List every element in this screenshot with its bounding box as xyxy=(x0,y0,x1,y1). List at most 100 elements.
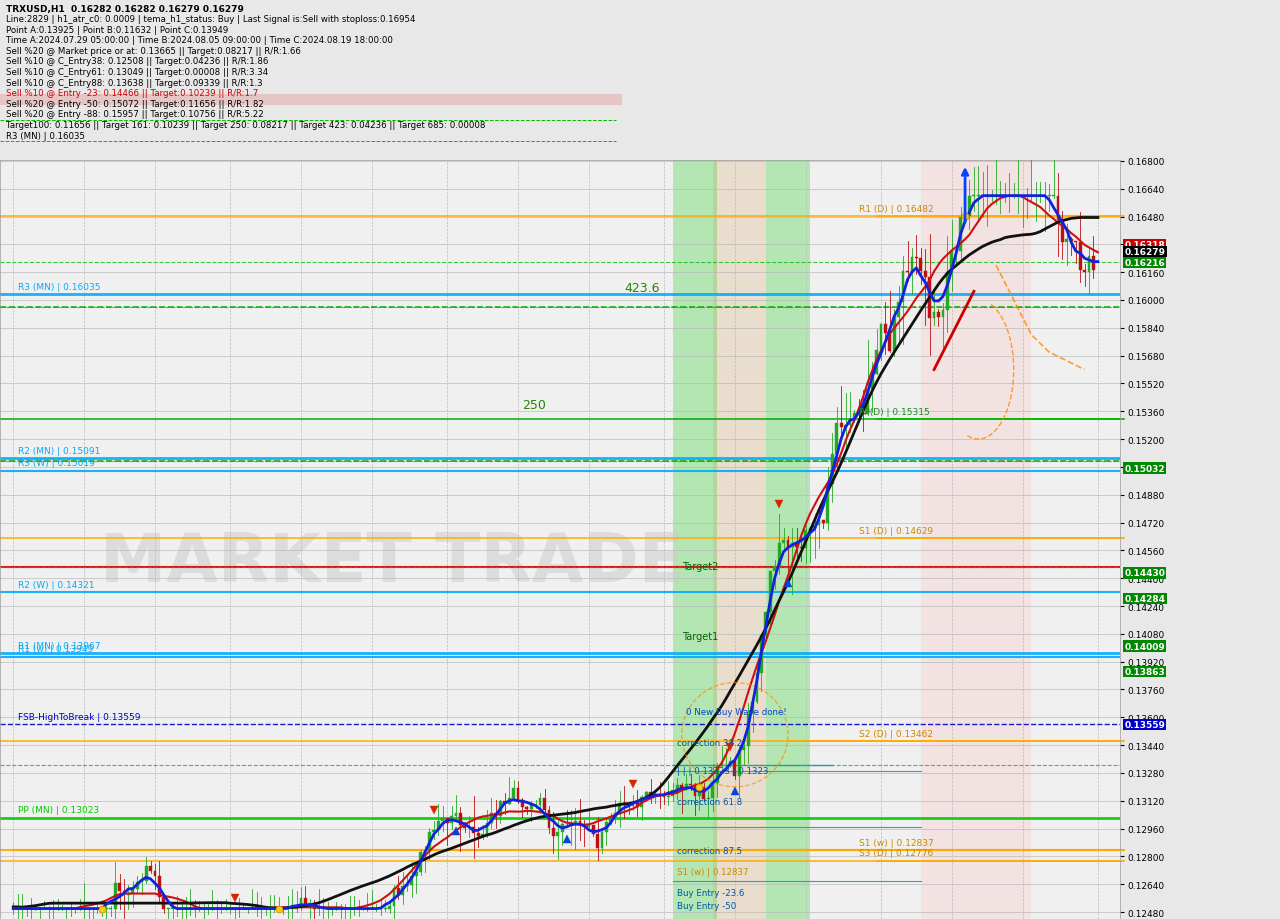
Bar xyxy=(481,834,484,835)
Bar xyxy=(800,547,803,549)
Bar xyxy=(512,789,515,798)
Text: Line:2829 | h1_atr_c0: 0.0009 | tema_h1_status: Buy | Last Signal is:Sell with s: Line:2829 | h1_atr_c0: 0.0009 | tema_h1_… xyxy=(6,15,416,24)
Bar xyxy=(1056,197,1060,221)
Bar xyxy=(442,819,444,822)
Bar xyxy=(1083,270,1085,273)
Bar xyxy=(145,866,147,880)
Bar xyxy=(428,832,431,851)
Bar xyxy=(436,822,439,830)
Bar xyxy=(467,827,471,829)
Bar xyxy=(494,813,497,816)
Text: S2 (D) | 0.13462: S2 (D) | 0.13462 xyxy=(859,730,933,738)
Text: MARKET TRADE: MARKET TRADE xyxy=(100,529,684,596)
Text: Point A:0.13925 | Point B:0.11632 | Point C:0.13949: Point A:0.13925 | Point B:0.11632 | Poin… xyxy=(6,26,229,35)
Bar xyxy=(1065,240,1069,243)
Text: Buy Entry -50: Buy Entry -50 xyxy=(677,901,736,910)
Bar xyxy=(906,272,909,273)
Bar xyxy=(787,540,790,548)
Bar xyxy=(640,797,644,807)
Bar xyxy=(946,273,948,311)
Bar xyxy=(451,817,453,823)
Bar xyxy=(631,802,635,806)
Bar xyxy=(730,761,732,765)
Bar xyxy=(822,520,824,524)
Bar xyxy=(751,702,754,714)
Bar xyxy=(676,785,678,790)
Text: | | | 0.13323 | 0.1323: | | | 0.13323 | 0.1323 xyxy=(677,766,769,775)
Bar xyxy=(397,889,399,895)
Bar xyxy=(300,898,302,906)
Bar xyxy=(867,390,869,414)
Bar xyxy=(694,785,696,796)
Bar xyxy=(663,796,666,797)
Bar xyxy=(813,526,815,528)
Text: correction 38.2: correction 38.2 xyxy=(677,738,742,747)
Bar xyxy=(499,800,502,816)
Text: Sell %20 @ Market price or at: 0.13665 || Target:0.08217 || R/R:1.66: Sell %20 @ Market price or at: 0.13665 |… xyxy=(6,47,301,56)
Bar xyxy=(928,278,931,319)
Bar xyxy=(114,883,116,909)
Bar xyxy=(552,828,554,836)
Text: R2 (W) | 0.14321: R2 (W) | 0.14321 xyxy=(18,580,95,589)
Bar xyxy=(402,886,404,895)
Bar xyxy=(623,803,626,805)
Bar xyxy=(910,257,914,273)
Text: correction 61.8: correction 61.8 xyxy=(677,798,742,806)
Bar xyxy=(1092,256,1094,270)
Bar xyxy=(521,800,524,807)
Bar xyxy=(157,877,161,897)
Bar xyxy=(920,161,1032,919)
Bar xyxy=(703,787,705,799)
Bar xyxy=(897,303,900,317)
Text: correction 87.5: correction 87.5 xyxy=(677,846,742,855)
Bar xyxy=(654,794,657,796)
Text: R3 (MN) | 0.16035: R3 (MN) | 0.16035 xyxy=(6,131,86,141)
Bar xyxy=(388,906,390,909)
Text: S1 (w) | 0.12837: S1 (w) | 0.12837 xyxy=(859,838,933,847)
Bar xyxy=(472,827,475,834)
Bar xyxy=(141,880,143,882)
Bar xyxy=(503,800,506,803)
Bar xyxy=(950,252,954,273)
Bar xyxy=(525,807,529,809)
Bar xyxy=(296,906,298,909)
Bar xyxy=(844,425,847,427)
Bar xyxy=(959,218,963,252)
Bar xyxy=(712,783,714,799)
Text: Target100: 0.11656 || Target 161: 0.10239 || Target 250: 0.08217 || Target 423: : Target100: 0.11656 || Target 161: 0.1023… xyxy=(6,120,486,130)
Bar xyxy=(836,424,838,455)
Text: 0 New Buy Wave done!: 0 New Buy Wave done! xyxy=(686,707,787,716)
Bar xyxy=(746,714,750,745)
Bar xyxy=(733,761,736,776)
Text: Sell %10 @ Entry -23: 0.14466 || Target:0.10239 || R/R:1.7: Sell %10 @ Entry -23: 0.14466 || Target:… xyxy=(6,89,259,98)
Bar xyxy=(132,889,134,893)
Bar xyxy=(433,830,435,832)
Bar xyxy=(1079,243,1082,270)
Bar xyxy=(649,792,653,796)
Text: S1 (w) | 0.12837: S1 (w) | 0.12837 xyxy=(677,867,749,876)
Bar xyxy=(557,832,559,836)
Bar xyxy=(1070,240,1073,242)
Bar xyxy=(672,790,675,796)
Text: S3 (D) | 0.12776: S3 (D) | 0.12776 xyxy=(859,848,933,857)
Bar xyxy=(884,324,887,335)
Bar xyxy=(919,259,922,272)
Bar xyxy=(645,792,648,797)
Bar xyxy=(840,424,842,427)
Bar xyxy=(1088,256,1091,273)
Bar xyxy=(618,803,621,813)
Bar xyxy=(689,784,692,785)
Bar xyxy=(818,520,820,526)
Text: 0.14284: 0.14284 xyxy=(1124,595,1165,603)
Bar xyxy=(742,745,745,750)
Bar xyxy=(933,312,936,319)
Bar xyxy=(163,897,165,909)
Bar xyxy=(539,798,541,805)
Text: Sell %20 @ Entry -88: 0.15957 || Target:0.10756 || R/R:5.22: Sell %20 @ Entry -88: 0.15957 || Target:… xyxy=(6,110,264,119)
Bar xyxy=(600,832,603,848)
Bar xyxy=(591,825,595,834)
Bar xyxy=(804,530,808,549)
Text: TRXUSD,H1  0.16282 0.16282 0.16279 0.16279: TRXUSD,H1 0.16282 0.16282 0.16279 0.1627… xyxy=(6,5,244,14)
Bar xyxy=(760,636,763,673)
Bar xyxy=(118,883,120,891)
